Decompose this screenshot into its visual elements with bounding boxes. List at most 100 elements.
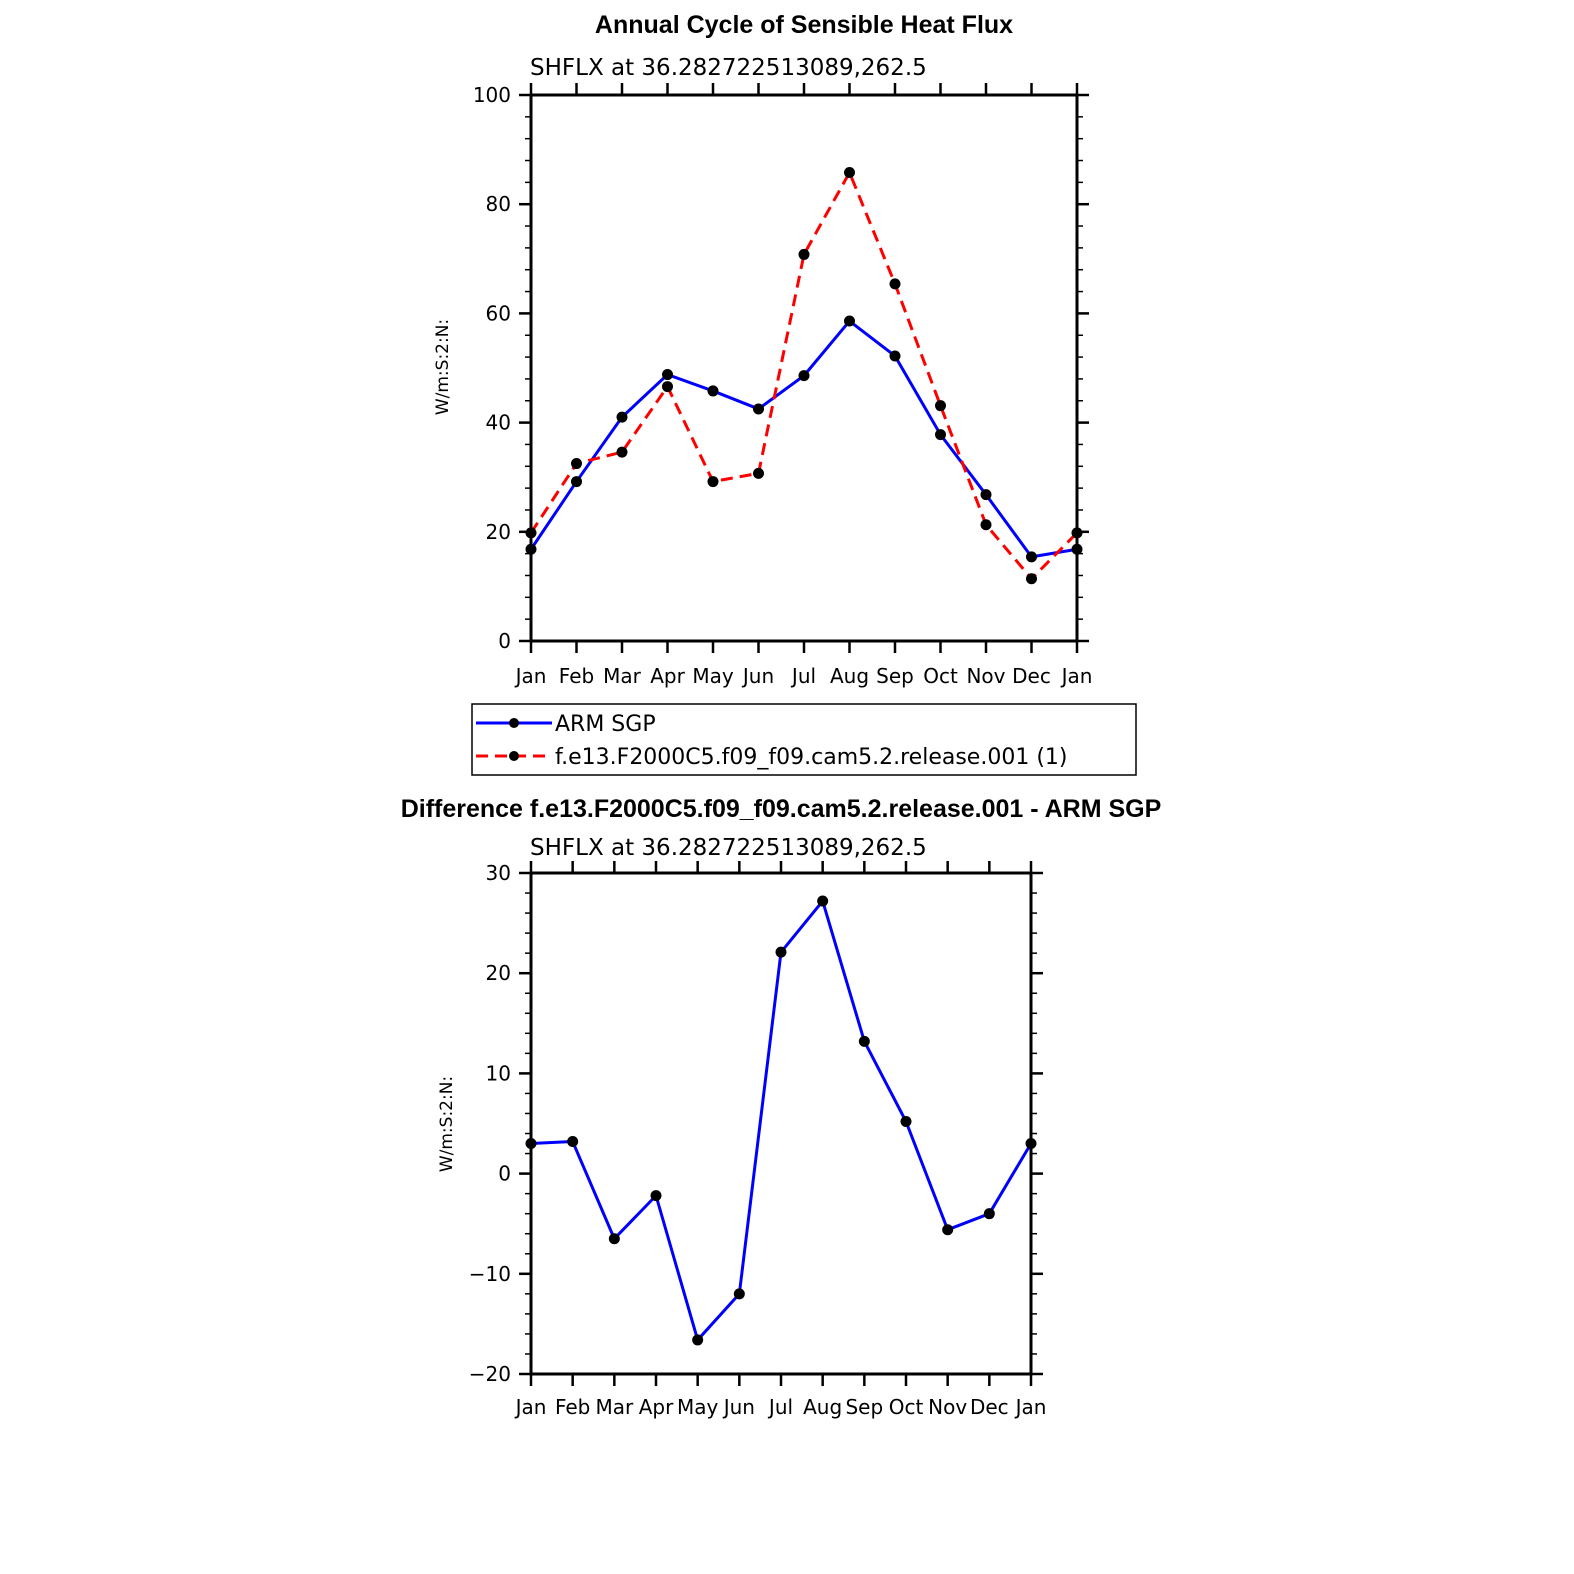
legend-marker-arm-sgp — [509, 718, 519, 728]
series-line-0 — [530, 899, 1033, 1342]
y-axis-label: W/m:S:2:N: — [437, 1076, 457, 1172]
data-point-0 — [775, 946, 787, 958]
x-tick-label: Aug — [830, 664, 869, 688]
y-tick-label: −20 — [469, 1362, 511, 1386]
data-point-0 — [707, 385, 719, 397]
x-tick-labels: Jan Feb Mar Apr May Jun Jul Aug Sep Oct Nov Dec Jan — [514, 664, 1093, 688]
plot-frame — [529, 93, 1079, 643]
y-tick-label: 100 — [473, 83, 511, 107]
data-point-1 — [571, 458, 582, 470]
x-tick-label: Sep — [845, 1395, 883, 1419]
data-point-1 — [889, 278, 901, 290]
x-tick-label: Oct — [889, 1395, 924, 1419]
data-point-1 — [662, 381, 673, 393]
data-point-0 — [650, 1190, 662, 1202]
x-tick-label: May — [677, 1395, 719, 1419]
y-tick-label: 0 — [498, 629, 511, 653]
x-tick-label: Jun — [722, 1395, 755, 1419]
x-tick-label: Aug — [803, 1395, 842, 1419]
annual-cycle-chart: Annual Cycle of Sensible Heat Flux SHFLX… — [433, 11, 1092, 688]
x-tick-label: Nov — [966, 664, 1005, 688]
chart-subtitle: SHFLX at 36.282722513089,262.5 — [530, 55, 927, 81]
data-point-0 — [733, 1288, 745, 1300]
x-tick-label: Dec — [970, 1395, 1009, 1419]
data-point-0 — [935, 429, 946, 441]
series-line-0 — [529, 319, 1078, 559]
x-tick-label: Jan — [514, 664, 547, 688]
x-tick-label: Mar — [595, 1395, 634, 1419]
data-point-0 — [858, 1035, 870, 1047]
x-tick-label: Feb — [555, 1395, 590, 1419]
tick-marks — [519, 83, 1089, 653]
data-point-0 — [662, 369, 673, 381]
legend-label-model: f.e13.F2000C5.f09_f09.cam5.2.release.001… — [555, 745, 1067, 770]
data-point-0 — [753, 403, 764, 415]
chart-title: Difference f.e13.F2000C5.f09_f09.cam5.2.… — [401, 795, 1162, 823]
data-point-0 — [817, 895, 829, 907]
data-point-1 — [798, 248, 810, 260]
legend-entry-model: f.e13.F2000C5.f09_f09.cam5.2.release.001… — [476, 745, 1067, 770]
data-point-0 — [980, 489, 992, 501]
y-tick-labels: 0 20 40 60 80 100 — [473, 83, 511, 653]
x-tick-label: Nov — [928, 1395, 967, 1419]
x-tick-label: Apr — [650, 664, 685, 688]
x-tick-label: Mar — [603, 664, 642, 688]
y-tick-label: 10 — [486, 1061, 511, 1085]
x-tick-label: May — [692, 664, 734, 688]
data-point-0 — [571, 476, 582, 488]
plot-frame — [529, 871, 1033, 1376]
data-point-0 — [798, 370, 810, 382]
data-point-1 — [935, 400, 946, 412]
data-point-0 — [567, 1136, 579, 1148]
data-point-1 — [753, 467, 764, 479]
y-axis-label: W/m:S:2:N: — [433, 319, 453, 415]
chart-subtitle: SHFLX at 36.282722513089,262.5 — [530, 835, 927, 861]
y-tick-label: 20 — [486, 520, 511, 544]
data-point-0 — [900, 1115, 912, 1127]
data-point-0 — [889, 350, 901, 362]
legend: ARM SGP f.e13.F2000C5.f09_f09.cam5.2.rel… — [471, 703, 1137, 776]
y-tick-label: 20 — [486, 961, 511, 985]
data-point-0 — [983, 1208, 995, 1220]
x-tick-label: Apr — [639, 1395, 674, 1419]
tick-marks — [519, 861, 1043, 1386]
data-point-1 — [1026, 573, 1037, 585]
y-tick-labels: −20 −10 0 10 20 30 — [469, 861, 511, 1386]
data-point-0 — [616, 411, 628, 423]
y-tick-label: 0 — [498, 1162, 511, 1186]
legend-box — [471, 703, 1137, 776]
data-point-1 — [980, 519, 992, 531]
chart-title: Annual Cycle of Sensible Heat Flux — [595, 11, 1013, 39]
x-tick-label: Jun — [741, 664, 774, 688]
x-tick-label: Sep — [876, 664, 914, 688]
x-tick-label: Jul — [790, 664, 816, 688]
x-tick-labels: Jan Feb Mar Apr May Jun Jul Aug Sep Oct Nov Dec Jan — [514, 1395, 1047, 1419]
data-point-0 — [1026, 551, 1037, 563]
y-tick-label: 30 — [486, 861, 511, 885]
data-point-0 — [844, 315, 855, 327]
data-point-0 — [942, 1224, 954, 1236]
data-point-0 — [692, 1334, 704, 1346]
y-tick-label: 80 — [486, 192, 511, 216]
x-tick-label: Dec — [1012, 664, 1051, 688]
x-tick-label: Oct — [923, 664, 958, 688]
legend-label-arm-sgp: ARM SGP — [555, 712, 656, 737]
data-point-1 — [844, 167, 855, 179]
x-tick-label: Feb — [559, 664, 594, 688]
series-lines — [525, 167, 1083, 585]
y-tick-label: −10 — [469, 1262, 511, 1286]
x-tick-label: Jul — [767, 1395, 793, 1419]
legend-marker-model — [509, 751, 519, 761]
data-point-1 — [616, 446, 628, 458]
x-tick-label: Jan — [514, 1395, 547, 1419]
series-lines — [525, 895, 1037, 1346]
y-tick-label: 40 — [486, 411, 511, 435]
y-tick-label: 60 — [486, 301, 511, 325]
x-tick-label: Jan — [1060, 664, 1093, 688]
data-point-1 — [707, 476, 719, 488]
difference-chart: Difference f.e13.F2000C5.f09_f09.cam5.2.… — [401, 795, 1162, 1419]
x-tick-label: Jan — [1014, 1395, 1047, 1419]
data-point-0 — [608, 1233, 620, 1245]
legend-entry-arm-sgp: ARM SGP — [476, 712, 656, 737]
